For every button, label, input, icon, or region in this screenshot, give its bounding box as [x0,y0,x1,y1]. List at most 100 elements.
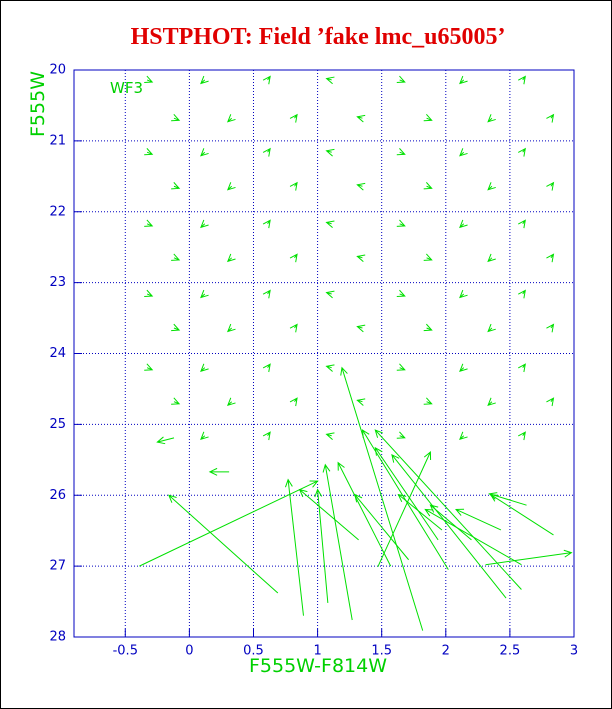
x-tick-label: 2.5 [500,644,521,659]
arrow [262,431,271,441]
arrow [518,219,526,229]
arrow [356,324,366,333]
arrow [168,494,279,594]
arrow [396,148,406,156]
arrow [289,323,298,333]
y-tick-label: 23 [49,275,66,290]
arrow [518,363,526,373]
arrow [262,147,271,157]
x-tick-label: 3 [570,644,578,659]
arrow [262,75,271,85]
arrow [487,253,496,263]
arrow [518,289,526,299]
arrow [144,148,154,156]
arrow [325,290,335,299]
arrow [262,363,271,373]
arrow [391,453,507,599]
arrow [356,254,366,263]
arrow [487,323,496,333]
arrow [227,397,236,407]
arrow [459,289,468,299]
arrow [144,363,154,371]
arrow [356,398,366,406]
arrow [322,463,353,621]
arrow [518,147,526,157]
arrow [262,289,271,299]
arrow [227,323,236,333]
arrow [374,429,522,590]
y-tick-label: 20 [49,63,66,78]
arrow [374,446,439,541]
arrow [227,114,236,123]
arrow [423,182,433,190]
arrow [423,114,433,122]
y-tick-label: 25 [49,417,66,432]
arrow [289,113,298,123]
arrow [171,182,181,190]
arrow [144,289,154,298]
arrow [485,549,573,566]
arrow [459,148,468,157]
arrow [262,219,271,229]
arrow [423,397,433,405]
y-tick-label: 24 [49,346,66,361]
arrow [208,467,230,476]
arrow [314,488,329,604]
arrow [459,363,468,372]
arrow [227,253,236,263]
arrow [340,366,424,631]
arrow [284,478,304,616]
arrow [356,114,366,123]
arrow [325,364,335,372]
arrow [325,432,335,440]
x-tick-label: 1 [313,644,321,659]
x-axis-label: F555W-F814W [249,655,387,677]
arrow [396,431,406,439]
y-tick-label: 27 [49,559,66,574]
y-tick-label: 26 [49,488,66,503]
arrow [487,182,496,191]
x-tick-label: 0 [185,644,193,659]
arrow [459,431,468,441]
arrow [518,431,526,441]
arrow [171,114,181,122]
arrow [200,75,209,85]
arrow [325,148,335,157]
arrow [156,436,175,445]
arrow [546,397,555,407]
arrow [377,450,432,568]
arrow [546,253,555,263]
arrow [289,253,298,263]
arrow [396,75,406,84]
arrow [200,363,209,372]
arrow [455,508,502,531]
arrow [200,148,209,157]
chart-title: HSTPHOT: Field ’fake lmc_u65005’ [131,24,506,50]
arrow [396,219,406,227]
y-tick-label: 28 [49,630,66,645]
arrow [289,181,298,191]
y-tick-label: 22 [49,204,66,219]
arrow [459,219,468,229]
arrow [325,76,335,85]
y-tick-label: 21 [49,133,66,148]
x-tick-label: 2 [442,644,450,659]
arrow [354,493,410,561]
arrow [171,323,181,332]
arrow [144,219,154,227]
x-tick-label: 0.5 [243,644,264,659]
arrow [423,323,433,332]
arrow [489,493,554,536]
arrow [200,219,209,229]
arrow [356,182,366,191]
arrow [200,289,209,299]
arrow [298,488,359,541]
arrow [546,113,555,123]
arrow [171,253,181,261]
x-tick-label: 1.5 [371,644,392,659]
arrow [325,220,335,229]
arrow [227,182,236,191]
x-tick-label: -0.5 [113,644,138,659]
